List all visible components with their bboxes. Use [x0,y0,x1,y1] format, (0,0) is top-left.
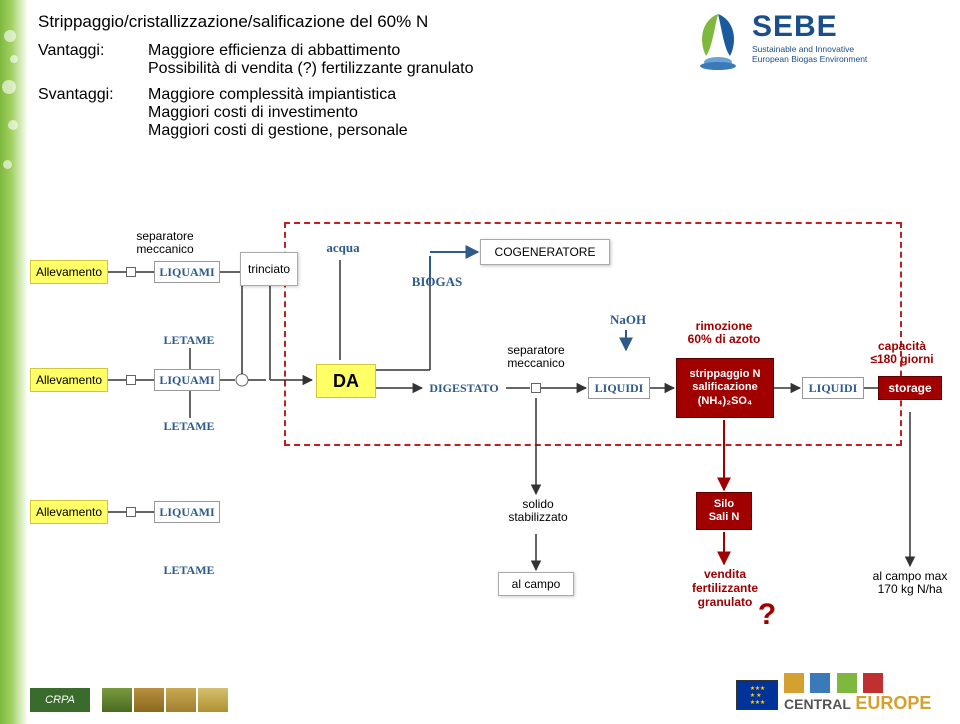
cogeneratore-box: COGENERATORE [480,239,610,265]
allevamento-3: Allevamento [30,500,108,524]
capacita-label: capacità ≤180 giorni [866,338,938,368]
central-text: CENTRAL [784,696,851,712]
liquidi-2: LIQUIDI [802,377,864,399]
sebe-title: SEBE [752,10,867,44]
vantaggi-text: Maggiore efficienza di abbattimento Poss… [148,42,678,78]
process-diagram: separatore meccanico Allevamento LIQUAMI… [30,230,940,670]
acqua-label: acqua [318,238,368,258]
junction-2 [126,375,136,385]
svantaggi-text: Maggiore complessità impiantistica Maggi… [148,86,678,140]
liquidi-1: LIQUIDI [588,377,650,399]
strippaggio-box: strippaggio N salificazione (NH₄)₂SO₄ [676,358,774,418]
trinciato-box: trinciato [240,252,298,286]
letame-3: LETAME [156,560,222,580]
silo-box: Silo Sali N [696,492,752,530]
central-europe-logo: CENTRAL EUROPE [784,673,944,714]
al-campo-box: al campo [498,572,574,596]
liquami-1: LIQUAMI [154,261,220,283]
letame-2a: LETAME [156,330,222,350]
al-campo-max-label: al campo max 170 kg N/ha [862,568,958,598]
sep-meccanico-label-2: separatore meccanico [494,342,578,372]
storage-box: storage [878,376,942,400]
liquami-3: LIQUAMI [154,501,220,523]
allevamento-2: Allevamento [30,368,108,392]
page-title: Strippaggio/cristallizzazione/salificazi… [38,12,678,32]
eu-flag-icon: ★ ★ ★★ ★★ ★ ★ [736,680,778,710]
letame-2b: LETAME [156,416,222,436]
sebe-subtitle: Sustainable and Innovative European Biog… [752,44,867,64]
vantaggi-label: Vantaggi: [38,42,148,78]
junction-1 [126,267,136,277]
junction-3 [126,507,136,517]
sebe-logo: SEBE Sustainable and Innovative European… [692,10,942,72]
sep-meccanico-label-1: separatore meccanico [120,228,210,258]
header-block: Strippaggio/cristallizzazione/salificazi… [38,12,678,148]
crpa-logo: CRPA [30,688,90,712]
junction-sep [531,383,541,393]
solido-label: solido stabilizzato [496,496,580,526]
rimozione-label: rimozione 60% di azoto [674,318,774,348]
svantaggi-label: Svantaggi: [38,86,148,140]
question-mark: ? [754,596,780,634]
sebe-leaf-icon [692,10,744,72]
da-box: DA [316,364,376,398]
left-gradient-strip [0,0,28,724]
europe-text: EUROPE [855,693,931,713]
footer-bar: CRPA ★ ★ ★★ ★★ ★ ★ CENTRAL EUROPE [30,656,948,716]
liquami-2: LIQUAMI [154,369,220,391]
allevamento-1: Allevamento [30,260,108,284]
biogas-label: BIOGAS [402,272,472,292]
naoh-label: NaOH [604,310,652,330]
footer-thumbnails [102,688,228,712]
digestato-label: DIGESTATO [424,378,504,398]
